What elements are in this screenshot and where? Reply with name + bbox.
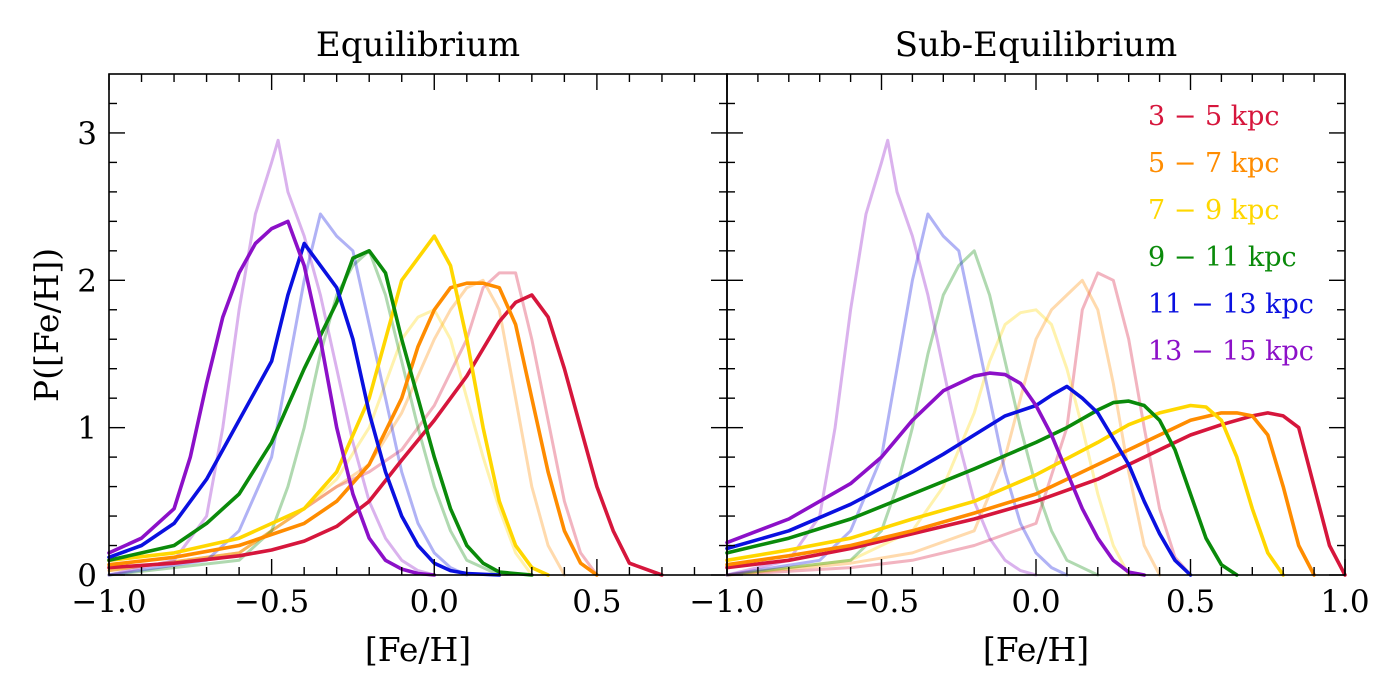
faint-series-line-1: [107, 278, 566, 577]
y-tick-label: 3: [77, 116, 97, 152]
x-tick-label: −0.5: [844, 584, 919, 620]
faint-series-line-3: [107, 249, 501, 577]
x-tick-label: −1.0: [689, 584, 764, 620]
legend-entry: 7 − 9 kpc: [1148, 195, 1280, 226]
x-tick-label: 0.0: [410, 584, 459, 620]
x-tick-label: 0.5: [1166, 584, 1215, 620]
series-line-3: [107, 249, 534, 577]
faint-series-line-3: [725, 249, 1100, 577]
series-line-0: [107, 293, 664, 577]
x-axis-label: [Fe/H]: [365, 630, 471, 669]
series-line-0: [725, 411, 1347, 577]
panel-equilibrium: 0 1 2 3 −1.0 −0.5 0.0 0.5 Equilibrium [Fe/H]: [71, 25, 728, 669]
panel-title: Sub-Equilibrium: [895, 25, 1178, 65]
series-line-5: [107, 219, 437, 577]
y-tick-label: 1: [77, 411, 97, 447]
faint-series-line-0: [725, 271, 1192, 577]
x-tick-label: −1.0: [71, 584, 146, 620]
y-axis-label: P([Fe/H]): [27, 248, 66, 402]
legend-entry: 5 − 7 kpc: [1148, 148, 1280, 179]
series-line-3: [725, 399, 1239, 577]
series-line-5: [725, 371, 1146, 577]
series-line-2: [107, 234, 550, 577]
series-line-4: [725, 384, 1193, 577]
x-axis-label: [Fe/H]: [983, 630, 1089, 669]
faint-series-line-5: [725, 138, 1038, 577]
series-line-2: [725, 403, 1285, 577]
x-tick-label: 0.0: [1011, 584, 1060, 620]
y-tick-label: 2: [77, 263, 97, 299]
legend-entry: 9 − 11 kpc: [1148, 242, 1297, 273]
faint-series-line-2: [107, 308, 534, 577]
series-line-1: [725, 411, 1316, 577]
faint-series-line-4: [725, 212, 1069, 577]
series-line-1: [107, 281, 599, 577]
panel-sub-equilibrium: −1.0 −0.5 0.0 0.5 1.0 Sub-Equilibrium [Fe/H] 3 …: [689, 25, 1369, 669]
panel-title: Equilibrium: [316, 25, 520, 65]
y-tick-label: 0: [77, 558, 97, 594]
x-tick-label: −0.5: [234, 584, 309, 620]
x-tick-label: 1.0: [1320, 584, 1369, 620]
legend-entry: 13 − 15 kpc: [1148, 336, 1314, 367]
plot-frame: [108, 73, 728, 576]
faint-series-line-4: [107, 212, 469, 577]
legend-entry: 3 − 5 kpc: [1148, 101, 1280, 132]
faint-series-line-5: [107, 138, 436, 577]
legend-entry: 11 − 13 kpc: [1148, 289, 1314, 320]
faint-series-line-0: [107, 271, 599, 577]
x-tick-label: 0.5: [572, 584, 621, 620]
